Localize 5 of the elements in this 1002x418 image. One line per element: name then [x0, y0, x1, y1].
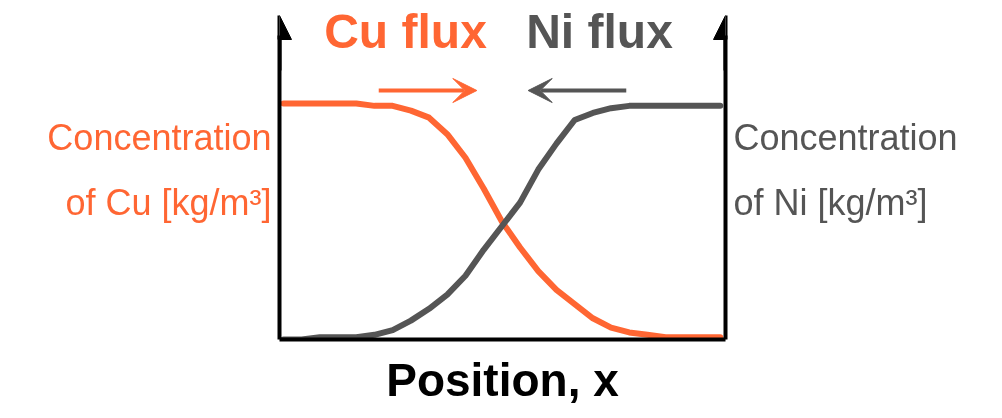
text: Ni flux: [526, 5, 674, 58]
text: Cu flux: [324, 5, 488, 58]
x-axis-title: Position, x: [386, 353, 620, 406]
y2-axis-title: Concentration of Ni [kg/m³]: [733, 116, 958, 224]
y-axis-title: Concentration of Cu [kg/m³]: [47, 116, 272, 224]
